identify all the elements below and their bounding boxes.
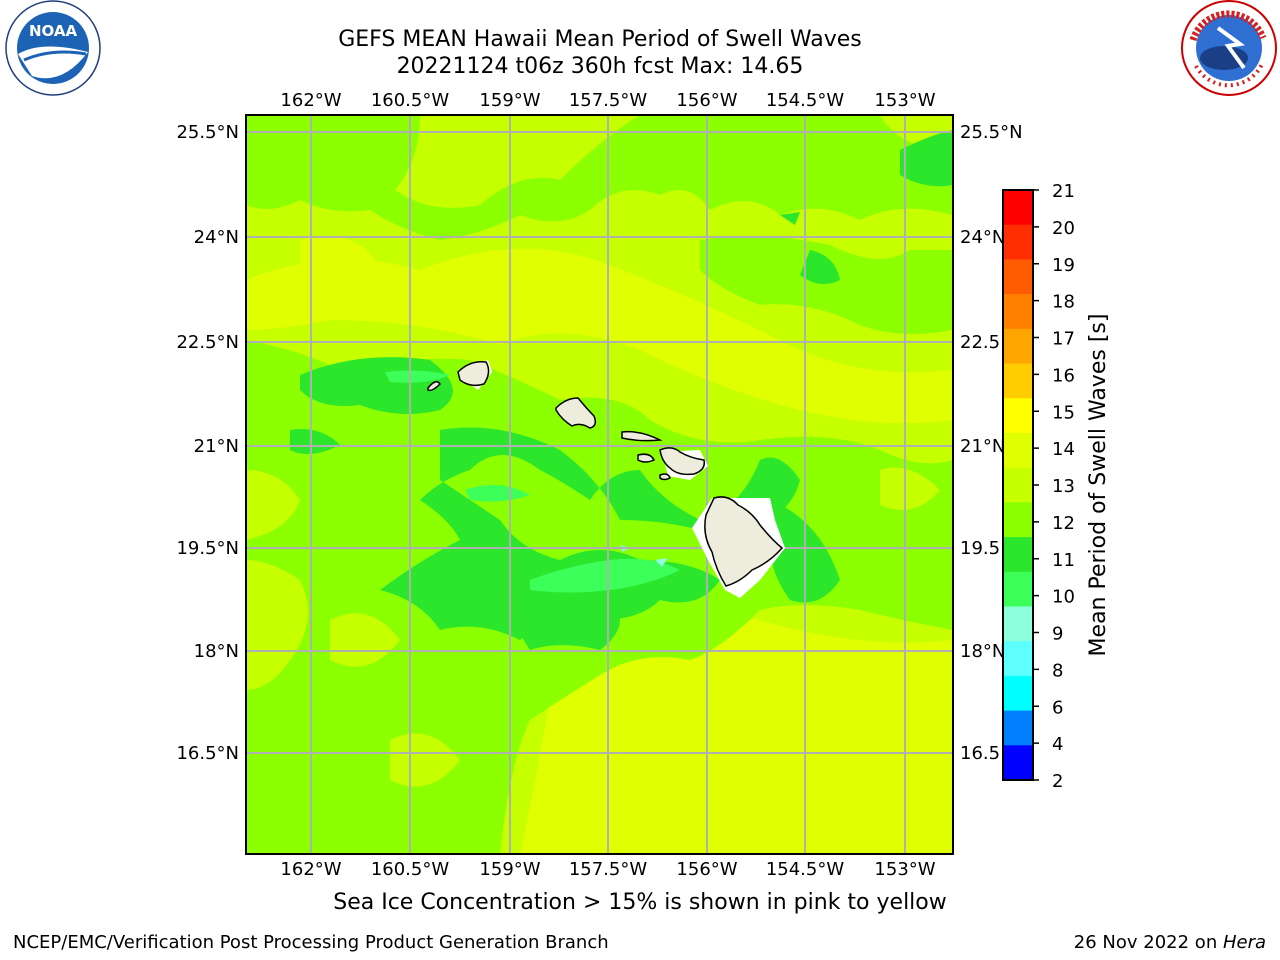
colorbar-swatch (1003, 224, 1033, 260)
svg-text:25.5°N: 25.5°N (960, 122, 1023, 143)
kauai-island (457, 360, 490, 387)
colorbar-tick-label: 4 (1052, 734, 1063, 755)
lat-labels-right: 25.5°N 24°N 22.5 21°N 19.5 18°N 16.5 (960, 122, 1023, 764)
colorbar-swatch (1003, 398, 1033, 434)
noaa-logo: NOAA (5, 0, 101, 96)
colorbar-swatch (1003, 571, 1033, 607)
colorbar-tick-label: 11 (1052, 550, 1075, 571)
colorbar: 21 20 19 18 17 16 15 14 13 12 11 10 9 8 6 4 2 (1002, 181, 1075, 792)
svg-text:154.5°W: 154.5°W (766, 859, 845, 880)
svg-text:16.5°N: 16.5°N (176, 743, 239, 764)
colorbar-swatch (1003, 675, 1033, 712)
svg-text:162°W: 162°W (280, 90, 341, 111)
chart-title: GEFS MEAN Hawaii Mean Period of Swell Wa… (338, 27, 862, 52)
colorbar-swatch (1003, 328, 1033, 365)
svg-text:22.5°N: 22.5°N (176, 332, 239, 353)
svg-text:19.5: 19.5 (960, 538, 1000, 559)
noaa-logo-text: NOAA (29, 22, 78, 40)
sea-ice-note: Sea Ice Concentration > 15% is shown in … (333, 890, 947, 915)
colorbar-tick-label: 8 (1052, 660, 1063, 681)
colorbar-swatch (1003, 259, 1033, 295)
svg-text:157.5°W: 157.5°W (569, 90, 648, 111)
colorbar-tick-label: 14 (1052, 439, 1075, 460)
colorbar-tick-label: 20 (1052, 218, 1075, 239)
svg-text:156°W: 156°W (676, 859, 737, 880)
lat-labels-left: 25.5°N 24°N 22.5°N 21°N 19.5°N 18°N 16.5… (176, 122, 239, 764)
map-frame (245, 114, 954, 855)
colorbar-swatch (1003, 502, 1033, 538)
footer-machine: Hera (1222, 932, 1266, 953)
colorbar-tick-label: 9 (1052, 624, 1063, 645)
svg-text:22.5: 22.5 (960, 332, 1000, 353)
colorbar-swatch (1003, 432, 1033, 469)
lon-labels-bottom: 162°W 160.5°W 159°W 157.5°W 156°W 154.5°… (280, 859, 935, 880)
svg-text:153°W: 153°W (874, 859, 935, 880)
colorbar-label: Mean Period of Swell Waves [s] (1086, 314, 1111, 657)
colorbar-tick-label: 21 (1052, 181, 1075, 202)
niihau-island (427, 381, 441, 392)
colorbar-swatch (1003, 294, 1033, 330)
lanai-island (637, 453, 656, 463)
colorbar-tick-label: 6 (1052, 697, 1063, 718)
oahu-island (555, 397, 597, 429)
svg-text:25.5°N: 25.5°N (176, 122, 239, 143)
colorbar-swatch (1003, 641, 1033, 677)
big-island-hawaii (704, 496, 784, 587)
hawaiian-islands (427, 360, 785, 598)
gridlines (246, 115, 953, 854)
colorbar-tick-label: 19 (1052, 255, 1075, 276)
molokai-island (621, 430, 663, 442)
lon-labels-top: 162°W 160.5°W 159°W 157.5°W 156°W 154.5°… (280, 90, 935, 111)
svg-text:19.5°N: 19.5°N (176, 538, 239, 559)
colorbar-tick-label: 12 (1052, 513, 1075, 534)
colorbar-tick-label: 16 (1052, 365, 1075, 386)
svg-text:153°W: 153°W (874, 90, 935, 111)
colorbar-swatch (1003, 710, 1033, 746)
colorbar-tick-label: 13 (1052, 476, 1075, 497)
colorbar-swatch (1003, 606, 1033, 642)
svg-text:159°W: 159°W (479, 90, 540, 111)
chart-subtitle: 20221124 t06z 360h fcst Max: 14.65 (396, 54, 804, 79)
nws-logo (1181, 0, 1277, 96)
colorbar-swatch (1003, 537, 1033, 573)
swell-period-field (246, 115, 953, 854)
svg-text:18°N: 18°N (960, 641, 1005, 662)
colorbar-swatch (1003, 467, 1033, 503)
svg-text:21°N: 21°N (194, 436, 239, 457)
colorbar-tick-label: 10 (1052, 587, 1075, 608)
svg-text:157.5°W: 157.5°W (569, 859, 648, 880)
svg-text:156°W: 156°W (676, 90, 737, 111)
svg-text:160.5°W: 160.5°W (371, 859, 450, 880)
colorbar-tick-label: 15 (1052, 402, 1075, 423)
svg-text:160.5°W: 160.5°W (371, 90, 450, 111)
svg-text:154.5°W: 154.5°W (766, 90, 845, 111)
footer-date: 26 Nov 2022 on Hera (1074, 932, 1266, 953)
maui-island (659, 447, 706, 476)
svg-text:21°N: 21°N (960, 436, 1005, 457)
svg-text:16.5: 16.5 (960, 743, 1000, 764)
colorbar-tick-label: 18 (1052, 292, 1075, 313)
colorbar-tick-label: 17 (1052, 329, 1075, 350)
colorbar-swatch (1003, 190, 1033, 226)
colorbar-swatch (1003, 363, 1033, 399)
svg-text:24°N: 24°N (960, 227, 1005, 248)
svg-text:159°W: 159°W (479, 859, 540, 880)
svg-text:18°N: 18°N (194, 641, 239, 662)
colorbar-tick-label: 2 (1052, 771, 1063, 792)
footer-credit: NCEP/EMC/Verification Post Processing Pr… (13, 932, 609, 953)
svg-text:24°N: 24°N (194, 227, 239, 248)
colorbar-swatch (1003, 745, 1033, 781)
svg-text:162°W: 162°W (280, 859, 341, 880)
kahoolawe-island (659, 473, 671, 481)
footer-date-text: 26 Nov 2022 on (1073, 932, 1223, 953)
